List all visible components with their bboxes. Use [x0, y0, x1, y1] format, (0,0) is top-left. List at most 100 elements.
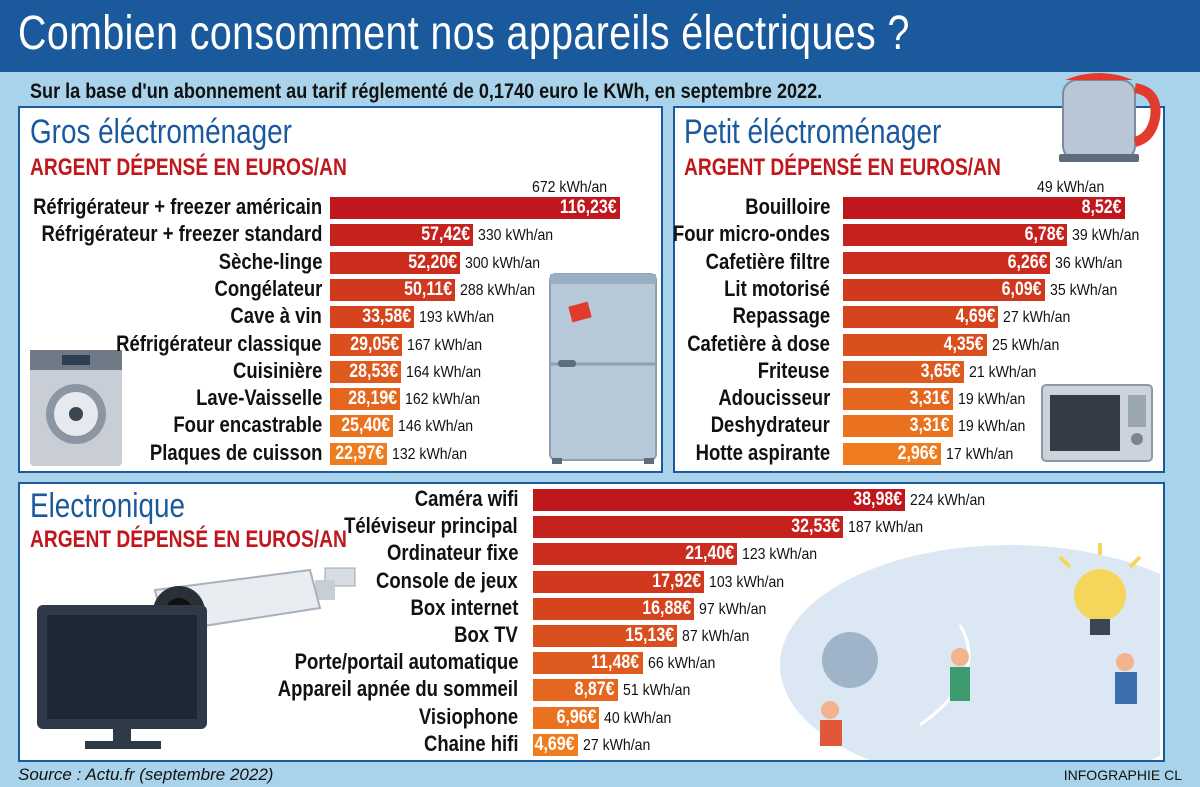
source-note: Source : Actu.fr (septembre 2022) — [18, 765, 274, 784]
bar-label: Console de jeux — [376, 567, 518, 593]
bar-value-label: 57,42€ — [421, 224, 471, 246]
bar-value-label: 116,23€ — [560, 197, 617, 218]
kwh-label: 167 kWh/an — [407, 336, 483, 354]
kwh-label: 97 kWh/an — [699, 600, 767, 618]
bar-label: Box internet — [410, 594, 518, 620]
bar — [330, 388, 401, 411]
kwh-label: 187 kWh/an — [848, 519, 924, 537]
bar — [330, 360, 402, 383]
bar-value-label: 25,40€ — [341, 415, 391, 437]
bar-value-label: 4,35€ — [944, 333, 984, 355]
bar-value-label: 6,78€ — [1024, 224, 1065, 246]
bar-value-label: 4,69€ — [955, 306, 996, 328]
bar-value-label: 17,92€ — [652, 570, 702, 592]
panel-subtitle-gros: ARGENT DÉPENSÉ EN EUROS/AN — [30, 154, 347, 181]
bar-value-label: 3,31€ — [909, 415, 950, 437]
bar — [330, 442, 388, 465]
bar — [330, 415, 394, 438]
bar-value-label: 22,97€ — [335, 442, 385, 464]
header-banner: Combien consomment nos appareils électri… — [0, 0, 1200, 72]
bar — [533, 679, 618, 702]
bar — [330, 306, 414, 329]
bar-value-label: 16,88€ — [642, 597, 692, 619]
bar-label: Cuisinière — [232, 357, 322, 383]
page-subtitle: Sur la base d'un abonnement au tarif rég… — [30, 80, 823, 103]
bar-value-label: 11,48€ — [591, 652, 640, 674]
bar — [843, 278, 1045, 301]
bar — [533, 706, 600, 729]
bar — [533, 489, 905, 511]
bar — [533, 597, 695, 620]
bar-label: Lave-Vaisselle — [195, 385, 322, 411]
kwh-label: 224 kWh/an — [910, 492, 986, 509]
bar-value-label: 8,52€ — [1082, 197, 1122, 218]
kwh-label: 672 kWh/an — [532, 179, 608, 196]
tv-illustration — [37, 605, 207, 749]
bar-value-label: 29,05€ — [350, 333, 400, 355]
kwh-label: 132 kWh/an — [392, 445, 468, 463]
bar-value-label: 6,96€ — [556, 706, 597, 728]
bar-label: Lit motorisé — [724, 275, 830, 301]
bar-label: Appareil apnée du sommeil — [277, 676, 518, 702]
kettle-illustration — [1059, 73, 1161, 162]
bar — [843, 224, 1068, 247]
bar-value-label: 2,96€ — [898, 442, 938, 464]
bar-label: Four micro-ondes — [672, 221, 830, 247]
kwh-label: 27 kWh/an — [582, 736, 651, 754]
bar — [843, 333, 987, 356]
bar — [330, 278, 456, 301]
panel-title-petit: Petit éléctroménager — [684, 113, 942, 151]
kwh-label: 36 kWh/an — [1055, 254, 1123, 272]
bar-label: Ordinateur fixe — [386, 540, 518, 566]
kwh-label: 162 kWh/an — [405, 391, 481, 409]
bar — [843, 197, 1125, 219]
bar — [533, 543, 738, 566]
people-lightbulb-illustration — [780, 543, 1160, 760]
bar-value-label: 28,19€ — [348, 388, 398, 410]
kwh-label: 288 kWh/an — [460, 281, 536, 299]
kwh-label: 40 kWh/an — [604, 709, 672, 727]
kwh-label: 35 kWh/an — [1049, 281, 1117, 299]
kwh-label: 39 kWh/an — [1072, 227, 1140, 245]
kwh-label: 193 kWh/an — [418, 309, 494, 327]
bar — [330, 224, 474, 247]
bar-label: Congélateur — [214, 275, 322, 301]
bar-label: Visiophone — [418, 703, 518, 729]
bar-value-label: 8,87€ — [574, 679, 615, 701]
page-title: Combien consomment nos appareils électri… — [18, 7, 910, 60]
kwh-label: 123 kWh/an — [742, 546, 818, 564]
bar-label: Réfrigérateur + freezer standard — [41, 221, 322, 247]
bar-label: Porte/portail automatique — [294, 649, 518, 675]
panel-title-gros: Gros éléctroménager — [30, 113, 292, 151]
bar-value-label: 50,11€ — [404, 278, 453, 300]
kwh-label: 27 kWh/an — [1003, 309, 1071, 327]
bar-label: Repassage — [732, 303, 830, 329]
bar-label: Caméra wifi — [414, 486, 518, 511]
kwh-label: 17 kWh/an — [945, 445, 1014, 463]
credit-note: INFOGRAPHIE CL — [1063, 767, 1182, 783]
bar-value-label: 15,13€ — [625, 625, 675, 646]
washing-machine-illustration — [30, 350, 122, 466]
bar — [843, 306, 999, 329]
microwave-illustration — [1041, 384, 1153, 462]
bar-label: Réfrigérateur + freezer américain — [32, 194, 322, 219]
bar-value-label: 38,98€ — [853, 489, 902, 510]
bar-value-label: 21,40€ — [685, 543, 735, 565]
bar-label: Box TV — [454, 622, 518, 647]
bar — [533, 516, 844, 539]
kwh-label: 164 kWh/an — [406, 363, 482, 381]
bar-label: Cave à vin — [230, 303, 322, 329]
bar-value-label: 6,26€ — [1007, 251, 1048, 273]
kwh-label: 21 kWh/an — [968, 363, 1037, 381]
bar-label: Cafetière filtre — [705, 248, 830, 274]
bar — [843, 415, 953, 438]
bar — [330, 333, 403, 356]
bar-label: Plaques de cuisson — [149, 439, 322, 465]
bar-label: Four encastrable — [173, 412, 322, 438]
bar-label: Téléviseur principal — [344, 513, 518, 539]
bar — [533, 733, 578, 756]
bar-label: Friteuse — [758, 357, 830, 383]
kwh-label: 19 kWh/an — [957, 391, 1025, 409]
kwh-label: 103 kWh/an — [709, 573, 785, 591]
bar-value-label: 32,53€ — [791, 516, 841, 538]
